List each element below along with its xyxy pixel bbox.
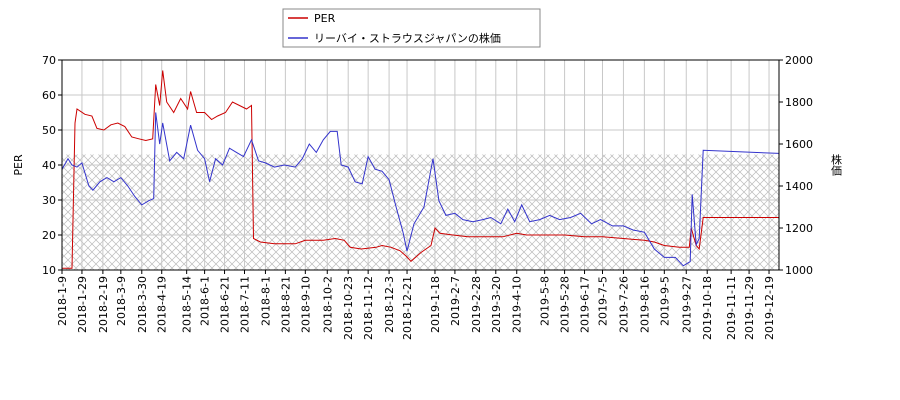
x-tick-label: 2018-2-19	[97, 276, 110, 333]
x-tick-label: 2018-12-21	[401, 276, 414, 340]
x-tick-label: 2018-10-2	[321, 276, 334, 333]
x-tick-label: 2018-1-29	[76, 276, 89, 333]
x-tick-label: 2019-3-20	[490, 276, 503, 333]
x-tick-label: 2019-7-26	[617, 276, 630, 333]
x-tick-label: 2018-3-30	[136, 276, 149, 333]
x-tick-label: 2019-6-17	[579, 276, 592, 333]
legend-label: リーバイ・ストラウスジャパンの株価	[314, 31, 501, 45]
y-tick-label: 40	[42, 159, 56, 172]
legend: PER リーバイ・ストラウスジャパンの株価	[282, 8, 541, 48]
x-tick-label: 2018-10-23	[342, 276, 355, 340]
x-tick-label: 2019-2-28	[470, 276, 483, 333]
y2-tick-label: 1400	[785, 180, 813, 193]
y-tick-label: 50	[42, 124, 56, 137]
y2-tick-label: 1000	[785, 264, 813, 277]
x-tick-label: 2019-12-19	[763, 276, 776, 340]
x-tick-label: 2019-2-7	[449, 276, 462, 326]
x-tick-label: 2019-7-5	[596, 276, 609, 326]
series-line	[61, 112, 780, 267]
y2-tick-label: 1200	[785, 222, 813, 235]
x-tick-label: 2019-9-5	[658, 276, 671, 326]
x-tick-label: 2018-8-1	[259, 276, 272, 326]
x-tick-label: 2018-6-21	[219, 276, 232, 333]
legend-label: PER	[314, 12, 336, 25]
x-tick-label: 2018-8-21	[279, 276, 292, 333]
x-tick-label: 2019-5-8	[539, 276, 552, 326]
y2-axis-label: 株価	[830, 153, 843, 176]
x-tick-label: 2019-8-16	[638, 276, 651, 333]
x-tick-label: 2018-5-14	[181, 276, 194, 333]
y2-tick-label: 2000	[785, 54, 813, 67]
y-tick-label: 10	[42, 264, 56, 277]
x-tick-label: 2019-1-18	[429, 276, 442, 333]
y-tick-label: 20	[42, 229, 56, 242]
x-tick-label: 2018-9-10	[299, 276, 312, 333]
x-tick-label: 2018-11-12	[362, 276, 375, 340]
y2-tick-label: 1800	[785, 96, 813, 109]
y-axis-label: PER	[12, 154, 25, 176]
x-tick-label: 2018-3-9	[115, 276, 128, 326]
y-tick-label: 60	[42, 89, 56, 102]
x-tick-label: 2018-7-11	[238, 276, 251, 333]
x-tick-label: 2018-1-9	[56, 276, 69, 326]
y2-tick-label: 1600	[785, 138, 813, 151]
x-tick-label: 2019-9-27	[680, 276, 693, 333]
x-tick-label: 2019-4-10	[511, 276, 524, 333]
legend-box	[282, 8, 541, 48]
x-tick-label: 2019-11-29	[743, 276, 756, 340]
series-line	[62, 70, 779, 269]
x-tick-label: 2018-12-3	[383, 276, 396, 333]
y-tick-label: 30	[42, 194, 56, 207]
y-tick-label: 70	[42, 54, 56, 67]
x-tick-label: 2019-11-11	[725, 276, 738, 340]
x-tick-label: 2018-4-19	[156, 276, 169, 333]
x-tick-label: 2019-5-28	[559, 276, 572, 333]
x-tick-label: 2018-6-1	[199, 276, 212, 326]
x-tick-label: 2019-10-18	[701, 276, 714, 340]
